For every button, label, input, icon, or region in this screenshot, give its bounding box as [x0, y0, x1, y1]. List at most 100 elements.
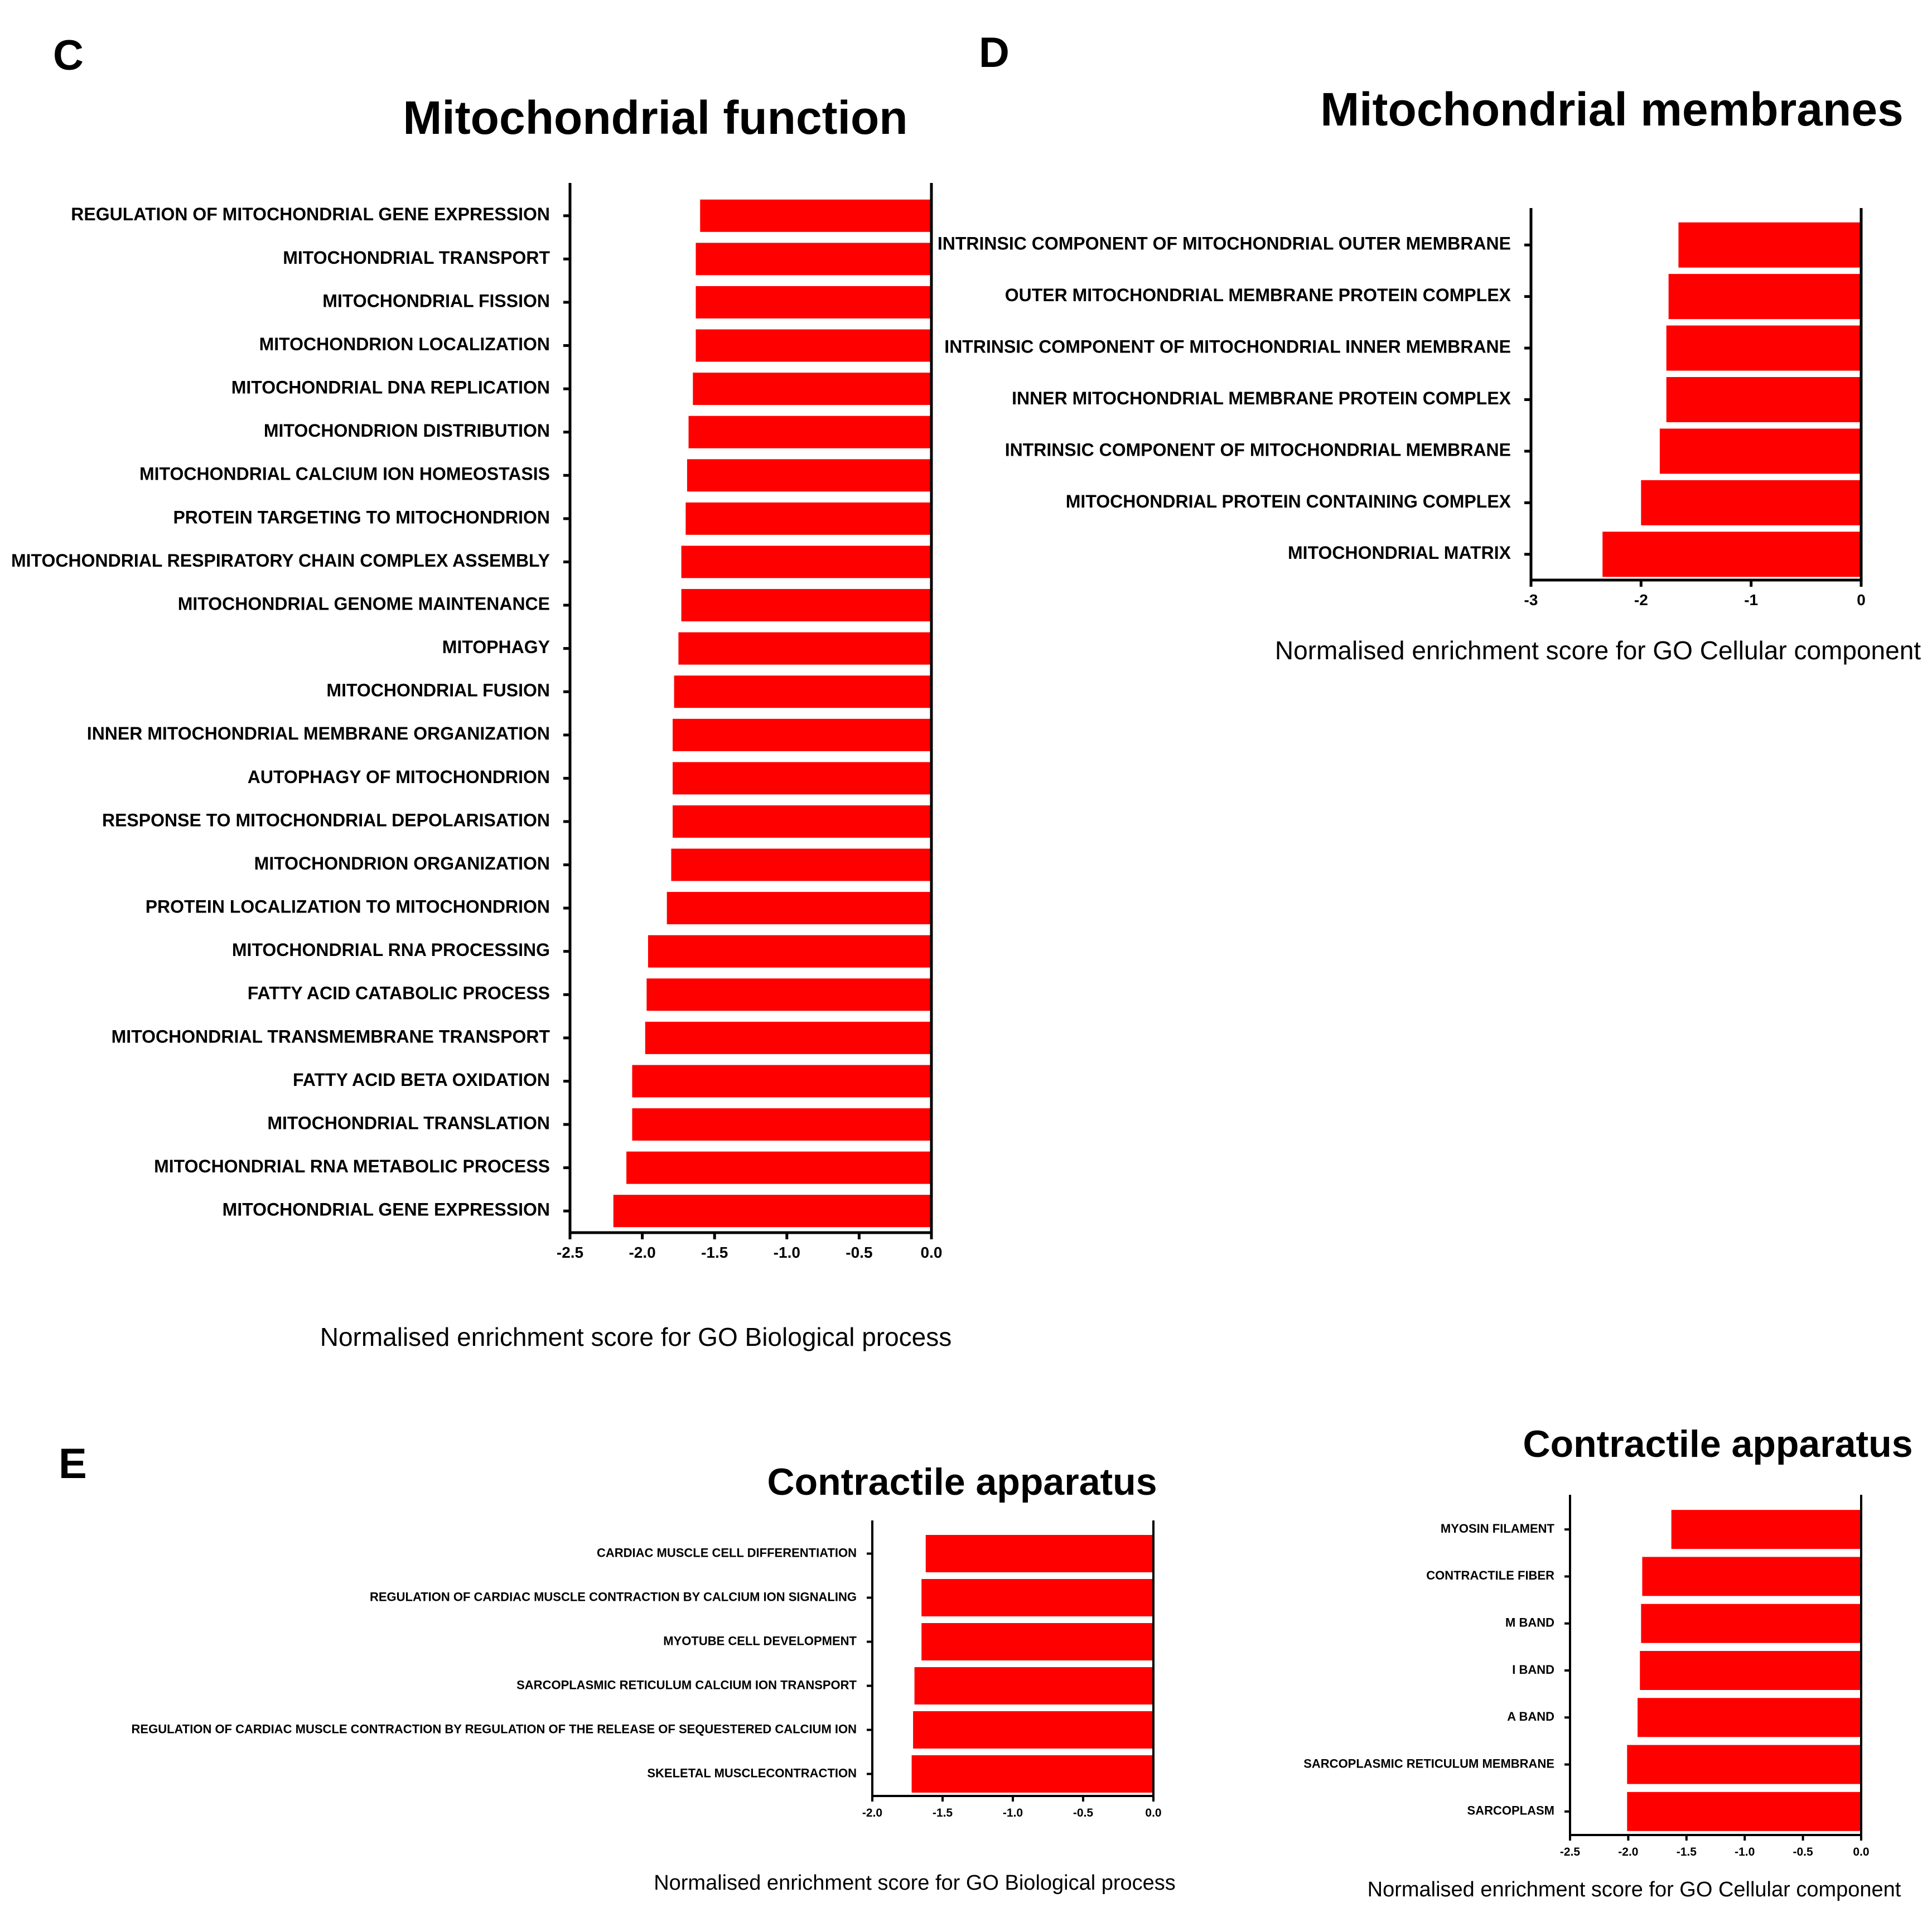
bar [673, 762, 931, 795]
x-axis-label: Normalised enrichment score for GO Cellu… [1368, 1878, 1901, 1901]
bar [693, 373, 931, 405]
x-axis-label: Normalised enrichment score for GO Biolo… [320, 1322, 952, 1351]
x-axis-label: Normalised enrichment score for GO Cellu… [1275, 636, 1921, 665]
category-label: CARDIAC MUSCLE CELL DIFFERENTIATION [597, 1546, 857, 1559]
category-label: INTRINSIC COMPONENT OF MITOCHONDRIAL MEM… [1005, 440, 1511, 460]
category-label: MITOCHONDRIAL RNA PROCESSING [232, 940, 550, 960]
category-label: FATTY ACID CATABOLIC PROCESS [248, 983, 550, 1003]
bar [1627, 1745, 1861, 1784]
x-tick-label: 0.0 [1145, 1807, 1161, 1819]
bar [695, 243, 931, 276]
bar [1641, 1604, 1861, 1643]
category-label: SARCOPLASM [1467, 1804, 1554, 1818]
x-tick-label: -1.5 [1677, 1846, 1697, 1858]
x-axis-label: Normalised enrichment score for GO Biolo… [654, 1871, 1176, 1895]
x-tick-label: -1.5 [701, 1244, 728, 1261]
panel-c-chart: C Mitochondrial function Normalised enri… [11, 32, 951, 1351]
category-label: MITOCHONDRIAL TRANSMEMBRANE TRANSPORT [112, 1026, 550, 1046]
x-tick-label: -1 [1744, 591, 1758, 609]
bar [700, 199, 931, 232]
category-label: MITOPHAGY [442, 637, 550, 657]
bar [695, 286, 931, 318]
bar [1678, 222, 1861, 268]
category-label: MYOSIN FILAMENT [1441, 1522, 1555, 1535]
bar [913, 1711, 1153, 1749]
bar [671, 848, 931, 881]
panel-letter: E [59, 1440, 87, 1488]
bar [1627, 1792, 1861, 1831]
x-tick-label: -1.0 [1735, 1846, 1755, 1858]
x-tick-label: -1.0 [774, 1244, 800, 1261]
chart-title: Contractile apparatus [1523, 1423, 1912, 1465]
x-tick-label: 0.0 [1853, 1846, 1869, 1858]
x-tick-label: -0.5 [1793, 1846, 1814, 1858]
category-label: MITOCHONDRIAL RESPIRATORY CHAIN COMPLEX … [11, 551, 550, 571]
bar [1659, 428, 1861, 474]
category-label: A BAND [1507, 1710, 1554, 1723]
bar [632, 1065, 931, 1098]
x-tick-label: -0.5 [846, 1244, 872, 1261]
x-tick-label: -2.0 [629, 1244, 655, 1261]
category-label: MITOCHONDRIAL DNA REPLICATION [231, 378, 550, 398]
category-label: I BAND [1512, 1663, 1554, 1677]
panel-letter: C [53, 32, 84, 79]
plot-area: REGULATION OF MITOCHONDRIAL GENE EXPRESS… [11, 183, 942, 1261]
x-tick-label: -1.5 [933, 1807, 953, 1819]
category-label: MITOCHONDRIAL PROTEIN CONTAINING COMPLEX [1066, 491, 1511, 511]
category-label: CONTRACTILE FIBER [1426, 1568, 1554, 1582]
bar [911, 1755, 1153, 1793]
x-tick-label: -2.0 [862, 1807, 882, 1819]
bar [613, 1195, 931, 1228]
bar [646, 978, 931, 1011]
category-label: MITOCHONDRIAL FISSION [322, 291, 550, 311]
chart-title: Mitochondrial membranes [1320, 83, 1904, 136]
x-tick-label: -2.5 [1560, 1846, 1581, 1858]
x-tick-label: -2.5 [557, 1244, 583, 1261]
bar [695, 329, 931, 362]
category-label: MITOCHONDRIAL MATRIX [1288, 543, 1511, 563]
x-tick-label: -2.0 [1618, 1846, 1638, 1858]
bar [1671, 1510, 1861, 1549]
bar [1668, 274, 1861, 320]
category-label: M BAND [1505, 1616, 1554, 1630]
bar [925, 1535, 1153, 1572]
category-label: INNER MITOCHONDRIAL MEMBRANE ORGANIZATIO… [87, 723, 550, 743]
bar [626, 1151, 931, 1184]
bar [673, 718, 931, 751]
category-label: MITOCHONDRIAL TRANSPORT [283, 248, 550, 268]
bar [1666, 377, 1861, 422]
bar [685, 502, 931, 535]
category-label: MITOCHONDRIAL GENE EXPRESSION [223, 1200, 550, 1220]
category-label: MITOCHONDRION DISTRIBUTION [264, 421, 550, 441]
category-label: PROTEIN TARGETING TO MITOCHONDRION [173, 507, 550, 527]
category-label: REGULATION OF CARDIAC MUSCLE CONTRACTION… [370, 1590, 857, 1604]
bar [921, 1579, 1153, 1616]
bar [688, 416, 931, 448]
bar [681, 589, 931, 622]
bar [678, 632, 931, 665]
chart-title: Mitochondrial function [403, 91, 907, 144]
category-label: OUTER MITOCHONDRIAL MEMBRANE PROTEIN COM… [1005, 285, 1511, 305]
bar [914, 1667, 1153, 1704]
bar [632, 1108, 931, 1141]
category-label: SARCOPLASMIC RETICULUM CALCIUM ION TRANS… [516, 1678, 857, 1692]
category-label: PROTEIN LOCALIZATION TO MITOCHONDRION [146, 897, 550, 917]
category-label: MITOCHONDRIAL FUSION [326, 680, 550, 701]
panel-letter: D [979, 29, 1010, 76]
category-label: MITOCHONDRIAL RNA METABOLIC PROCESS [154, 1156, 550, 1176]
panel-d-chart: D Mitochondrial membranes Normalised enr… [938, 29, 1921, 665]
plot-area: CARDIAC MUSCLE CELL DIFFERENTIATION REGUL… [132, 1520, 1162, 1819]
bar [1642, 1557, 1861, 1596]
category-label: RESPONSE TO MITOCHONDRIAL DEPOLARISATION [102, 810, 550, 830]
category-label: MITOCHONDRIAL CALCIUM ION HOMEOSTASIS [139, 464, 550, 484]
category-label: INNER MITOCHONDRIAL MEMBRANE PROTEIN COM… [1012, 388, 1511, 408]
bar [1666, 325, 1861, 371]
x-tick-label: 0 [1857, 591, 1866, 609]
category-label: MITOCHONDRION ORGANIZATION [254, 853, 550, 873]
category-label: MITOCHONDRION LOCALIZATION [259, 334, 550, 354]
panel-f-chart: Contractile apparatus Normalised enrichm… [1303, 1423, 1912, 1901]
category-label: SKELETAL MUSCLECONTRACTION [647, 1766, 857, 1780]
bar [1638, 1698, 1861, 1737]
plot-area: MYOSIN FILAMENT CONTRACTILE FIBER M BAND I … [1303, 1495, 1870, 1858]
